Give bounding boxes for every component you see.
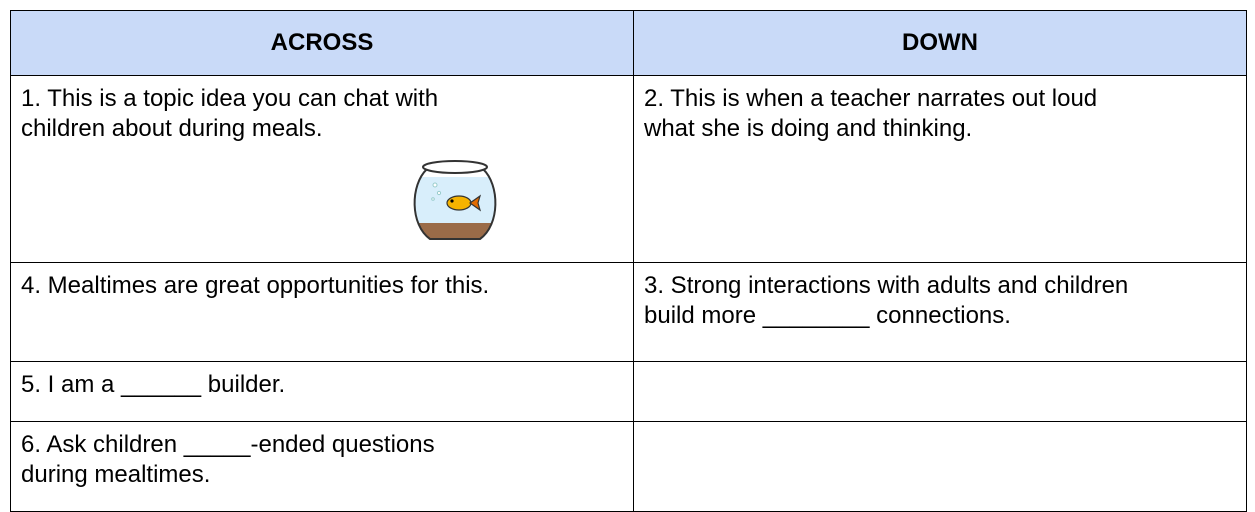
table-row: 6. Ask children _____-ended questions dur… [10,421,1247,512]
table-cell: 6. Ask children _____-ended questions dur… [10,421,634,512]
table-row: 5. I am a ______ builder. [10,361,1247,422]
table-cell [633,361,1247,422]
table-cell: 5. I am a ______ builder. [10,361,634,422]
header-cell: ACROSS [10,10,634,76]
clue-line: what she is doing and thinking. [644,115,973,142]
clue-line: during mealtimes. [21,461,211,488]
clue-line: 3. Strong interactions with adults and c… [644,272,1129,299]
crossword-clues-table: ACROSS DOWN 1. This is a topic idea you … [10,10,1247,512]
clue-line: 5. I am a ______ builder. [21,371,286,398]
clue-line: build more ________ connections. [644,302,1011,329]
table-cell: 3. Strong interactions with adults and c… [633,262,1247,362]
clue-line: 4. Mealtimes are great opportunities for… [21,272,490,299]
clue-line: 2. This is when a teacher narrates out l… [644,85,1098,112]
header-cell: DOWN [633,10,1247,76]
table-row: 4. Mealtimes are great opportunities for… [10,262,1247,362]
table-body: 1. This is a topic idea you can chat wit… [10,75,1247,512]
table-cell: 2. This is when a teacher narrates out l… [633,75,1247,263]
clue-line: 6. Ask children _____-ended questions [21,431,435,458]
table-cell: 1. This is a topic idea you can chat wit… [10,75,634,263]
table-row: 1. This is a topic idea you can chat wit… [10,75,1247,263]
clue-line: 1. This is a topic idea you can chat wit… [21,85,439,112]
fishbowl-icon [413,160,497,240]
table-cell: 4. Mealtimes are great opportunities for… [10,262,634,362]
header-row: ACROSS DOWN [10,10,1247,76]
table-cell [633,421,1247,512]
clue-line: children about during meals. [21,115,323,142]
